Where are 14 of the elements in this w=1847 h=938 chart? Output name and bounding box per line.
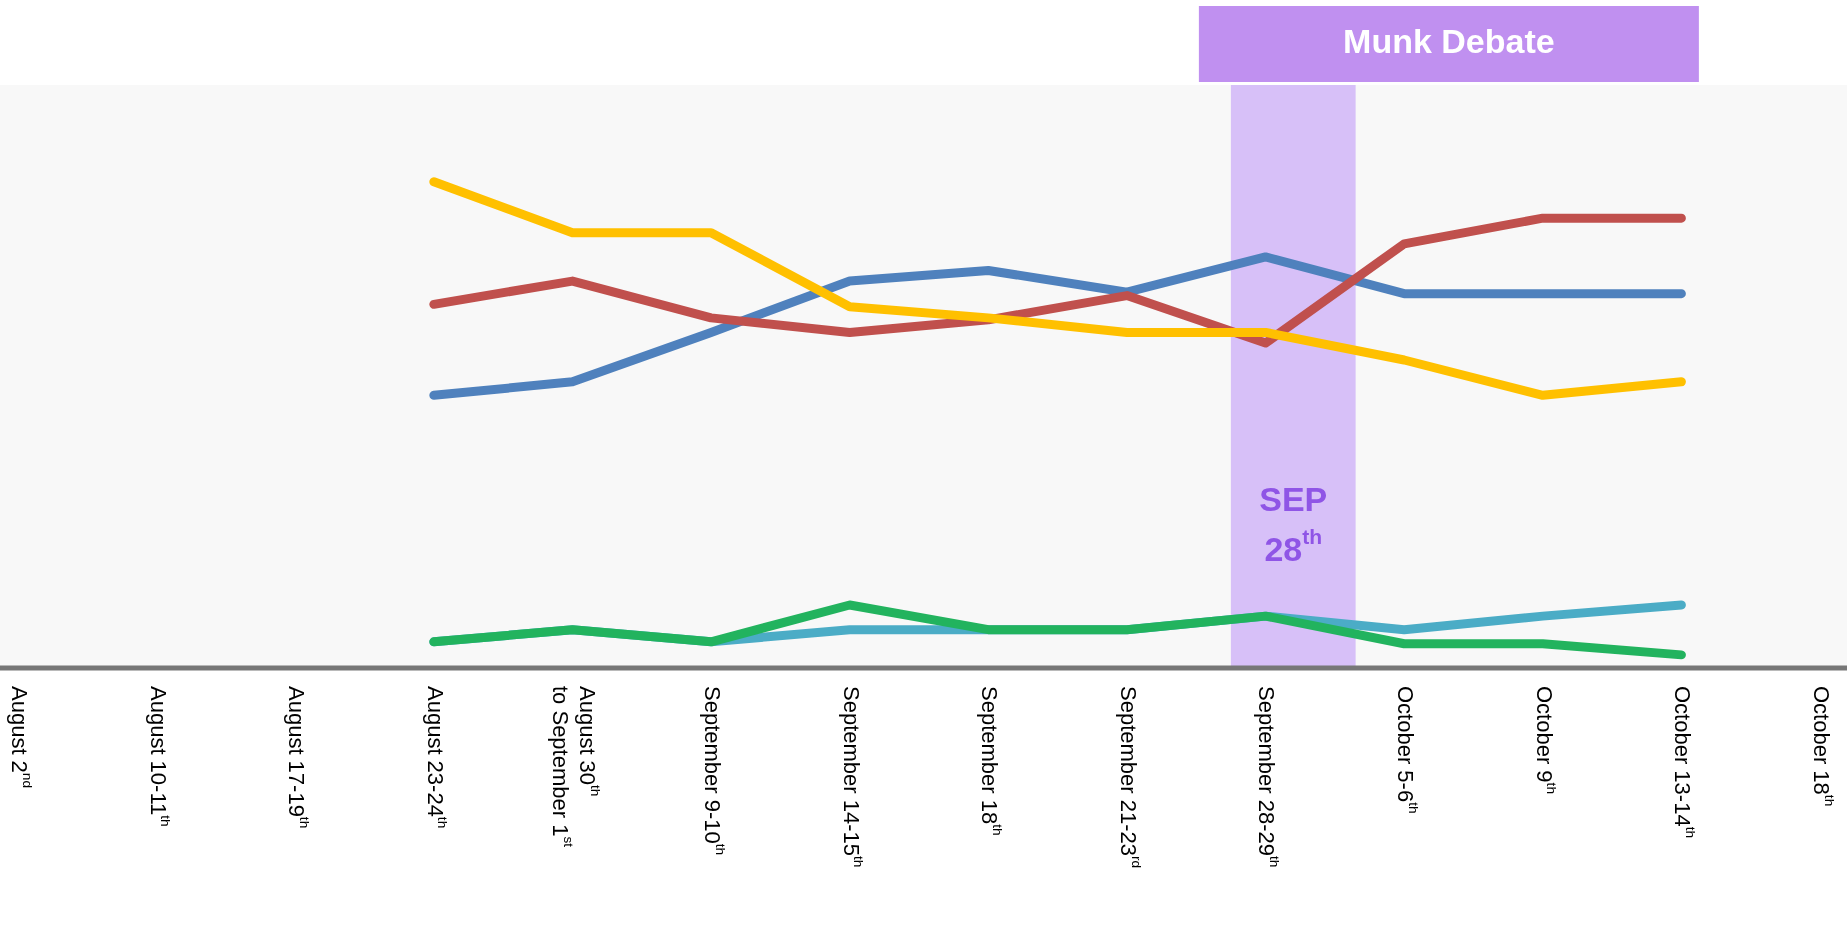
x-tick-label: September 21-23rd [1115,686,1144,869]
x-tick-label: October 5-6th [1393,686,1421,814]
x-tick-label: October 18th [1808,686,1837,807]
x-tick-label: September 28-29th [1254,686,1283,868]
x-tick-label: August 17-19th [284,686,312,829]
x-tick-label: October 9th [1531,686,1560,794]
x-tick-label: August 2nd [6,686,35,788]
x-tick-label: August 23-24th [422,686,451,829]
x-tick-label: September 18th [977,686,1005,836]
text: Munk Debate [1343,22,1555,61]
x-tick-label: September 9-10th [700,686,728,856]
x-tick-label: August 10-11th [145,686,174,827]
x-tick-label: October 13-14th [1670,686,1698,839]
x-tick-label: September 14-15th [838,686,867,868]
